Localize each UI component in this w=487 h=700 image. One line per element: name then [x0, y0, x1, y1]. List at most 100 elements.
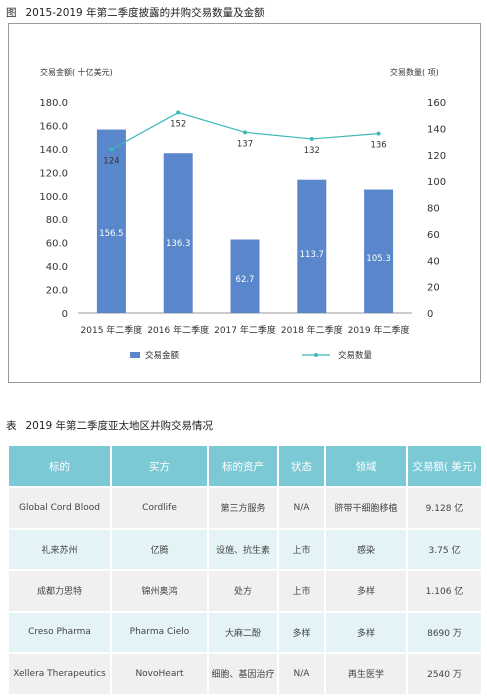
x-tick-label: 2019 年二季度 [348, 324, 410, 336]
y-right-tick-label: 120 [427, 151, 446, 162]
legend-swatch-point [314, 353, 318, 357]
deals-table: 标的 买方 标的资产 状态 领域 交易额( 美元) Global Cord Blood Co… [7, 444, 483, 696]
y-left-tick-label: 40.0 [46, 262, 68, 273]
table-cell: 多样 [324, 569, 408, 613]
x-tick-label: 2015 年二季度 [81, 324, 143, 336]
table-cell: Xellera Therapeutics [7, 652, 112, 696]
line-value-label: 136 [370, 141, 386, 151]
bar-2 [230, 239, 260, 313]
table-cell: 8690 万 [406, 610, 483, 654]
table-cell: 处方 [207, 569, 279, 613]
figure-caption: 图 2015-2019 年第二季度披露的并购交易数量及金额 [6, 5, 265, 20]
table-cell: 大麻二酚 [207, 610, 279, 654]
line-point-4 [376, 131, 381, 136]
bar-0 [96, 129, 126, 313]
y-right-tick-label: 80 [427, 204, 440, 215]
table-cell: N/A [277, 486, 326, 530]
bar-value-label: 113.7 [300, 250, 324, 260]
table-cell: Pharma Cielo [110, 610, 209, 654]
table-cell: 9.128 亿 [406, 486, 483, 530]
table-cell: 多样 [277, 610, 326, 654]
table-cell: Global Cord Blood [7, 486, 112, 530]
y-right-tick-label: 40 [427, 256, 440, 267]
table-header-row: 标的 买方 标的资产 状态 领域 交易额( 美元) [7, 444, 483, 488]
x-tick-label: 2016 年二季度 [147, 324, 209, 336]
combo-chart: 交易金额( 十亿美元) 交易数量( 项) 180.0 160.0 140.0 120.0 1… [39, 67, 446, 361]
table-title: 2019 年第二季度亚太地区并购交易情况 [25, 420, 214, 432]
table-cell: 上市 [277, 527, 326, 571]
table-cell: Cordlife [110, 486, 209, 530]
y-left-tick-label: 60.0 [46, 239, 68, 250]
table-row: Global Cord Blood Cordlife 第三方服务 N/A 脐带干细胞移植… [7, 486, 483, 530]
table-cell: 亿腾 [110, 527, 209, 571]
table-row: Xellera Therapeutics NovoHeart 细胞、基因治疗 N/A 再… [7, 652, 483, 696]
table-cell: 礼来苏州 [7, 527, 112, 571]
table-row: 成都力思特 锦州奥鸿 处方 上市 多样 1.106 亿 [7, 569, 483, 613]
table-cell: 再生医学 [324, 652, 408, 696]
figure-title: 2015-2019 年第二季度披露的并购交易数量及金额 [25, 7, 265, 19]
table-header-cell: 状态 [277, 444, 326, 488]
table-row: Creso Pharma Pharma Cielo 大麻二酚 多样 多样 8690 万 [7, 610, 483, 654]
table-header-cell: 交易额( 美元) [406, 444, 483, 488]
line-value-label: 137 [237, 139, 253, 149]
y-left-tick-label: 100.0 [39, 192, 68, 203]
table-cell: 上市 [277, 569, 326, 613]
y-right-tick-label: 0 [427, 309, 433, 320]
table-cell: N/A [277, 652, 326, 696]
bar-value-label: 136.3 [166, 239, 190, 249]
bar-value-label: 156.5 [99, 229, 123, 239]
table-cell: 1.106 亿 [406, 569, 483, 613]
table-cell: 第三方服务 [207, 486, 279, 530]
table-cell: 脐带干细胞移植 [324, 486, 408, 530]
table-caption: 表 2019 年第二季度亚太地区并购交易情况 [6, 418, 213, 433]
table-cell: 锦州奥鸿 [110, 569, 209, 613]
figure-prefix: 图 [6, 7, 17, 19]
y-right-tick-label: 160 [427, 98, 446, 109]
table-cell: 设施、抗生素 [207, 527, 279, 571]
table-cell: 2540 万 [406, 652, 483, 696]
table-header-cell: 标的 [7, 444, 112, 488]
legend-label-amount: 交易金额 [145, 350, 180, 361]
legend-label-count: 交易数量 [338, 350, 373, 361]
legend-swatch-bar [130, 352, 140, 358]
bar-4 [364, 189, 394, 313]
y-left-tick-label: 120.0 [39, 168, 68, 179]
y-right-tick-label: 60 [427, 230, 440, 241]
y-left-tick-label: 80.0 [46, 215, 68, 226]
x-tick-label: 2018 年二季度 [281, 324, 343, 336]
table-cell: 多样 [324, 610, 408, 654]
y-left-tick-label: 160.0 [39, 121, 68, 132]
table-header-cell: 领域 [324, 444, 408, 488]
table-cell: 成都力思特 [7, 569, 112, 613]
y-right-tick-label: 100 [427, 177, 446, 188]
line-point-1 [176, 110, 181, 115]
table-cell: 感染 [324, 527, 408, 571]
y-axis-right-label: 交易数量( 项) [390, 67, 439, 77]
y-left-tick-label: 180.0 [39, 98, 68, 109]
y-left-tick-label: 20.0 [46, 286, 68, 297]
line-value-label: 152 [170, 120, 186, 130]
y-axis-left-label: 交易金额( 十亿美元) [40, 67, 113, 77]
line-value-label: 124 [103, 156, 119, 166]
bar-1 [163, 153, 193, 313]
line-point-0 [109, 147, 114, 152]
y-left-tick-label: 0 [62, 309, 68, 320]
y-left-tick-label: 140.0 [39, 145, 68, 156]
table-header-cell: 标的资产 [207, 444, 279, 488]
line-point-2 [243, 130, 247, 135]
x-tick-label: 2017 年二季度 [214, 324, 276, 336]
table-row: 礼来苏州 亿腾 设施、抗生素 上市 感染 3.75 亿 [7, 527, 483, 571]
line-value-label: 132 [304, 146, 320, 156]
bar-value-label: 105.3 [366, 254, 390, 264]
bar-value-label: 62.7 [236, 275, 255, 285]
y-right-tick-label: 140 [427, 124, 446, 135]
table-header-cell: 买方 [110, 444, 209, 488]
bar-3 [297, 179, 327, 313]
chart-frame [8, 23, 481, 383]
table-prefix: 表 [6, 420, 17, 432]
table-cell: NovoHeart [110, 652, 209, 696]
y-right-tick-label: 20 [427, 283, 440, 294]
line-point-3 [309, 136, 314, 141]
table-cell: 3.75 亿 [406, 527, 483, 571]
table-cell: 细胞、基因治疗 [207, 652, 279, 696]
